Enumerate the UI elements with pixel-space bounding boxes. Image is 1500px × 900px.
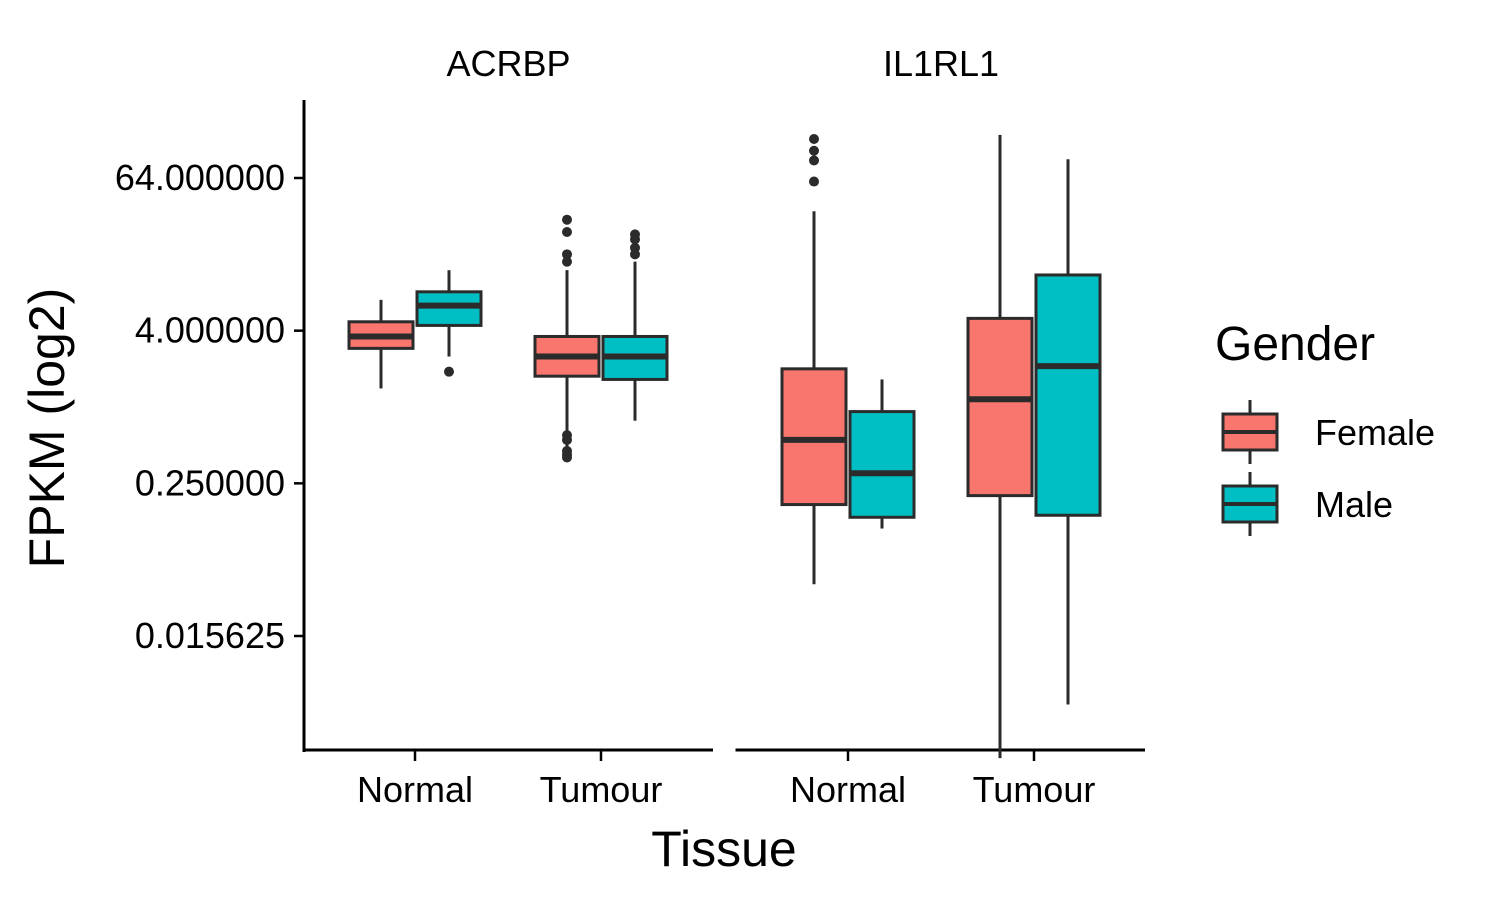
box-body	[848, 410, 916, 519]
box-acrbp-normal-female	[347, 299, 415, 389]
legend: Gender Female Male	[1215, 318, 1435, 536]
facet-panel: IL1RL1 Normal Tumour	[735, 43, 1145, 810]
outlier-point	[809, 176, 819, 187]
box-il1rl1-normal-male	[848, 379, 916, 529]
outlier-point	[809, 133, 819, 144]
box-acrbp-tumour-male	[601, 229, 669, 421]
outlier-point	[809, 155, 819, 166]
outlier-point	[630, 229, 640, 240]
box-acrbp-normal-male	[415, 270, 483, 377]
box-body	[780, 367, 848, 507]
x-tick-label: Normal	[357, 769, 473, 810]
outlier-point	[562, 249, 572, 260]
box-il1rl1-normal-female	[780, 133, 848, 585]
box-il1rl1-tumour-male	[1034, 159, 1102, 705]
x-tick-label: Tumour	[540, 769, 663, 810]
outlier-point	[809, 145, 819, 156]
legend-item-female: Female	[1221, 400, 1435, 464]
facet-panel: ACRBP Normal Tumour	[302, 43, 713, 810]
legend-item-male: Male	[1221, 472, 1393, 536]
y-axis: 0.015625 0.250000 4.000000 64.000000	[115, 100, 306, 752]
legend-label: Female	[1315, 412, 1435, 453]
chart-panels: ACRBP Normal Tumour IL1RL1 Normal Tumour	[302, 43, 1145, 810]
facet-strip-label: IL1RL1	[883, 43, 999, 84]
legend-label: Male	[1315, 484, 1393, 525]
outlier-point	[562, 430, 572, 441]
y-tick-label: 64.000000	[115, 157, 285, 198]
y-tick-label: 4.000000	[135, 310, 285, 351]
x-tick-label: Tumour	[973, 769, 1096, 810]
y-tick-label: 0.250000	[135, 462, 285, 503]
x-axis-title: Tissue	[651, 821, 796, 877]
box-body	[966, 316, 1034, 498]
y-axis-title: FPKM (log2)	[19, 288, 75, 569]
box-body	[1034, 273, 1102, 517]
legend-title: Gender	[1215, 318, 1375, 371]
y-tick-label: 0.015625	[135, 615, 285, 656]
box-il1rl1-tumour-female	[966, 134, 1034, 759]
x-tick-label: Normal	[790, 769, 906, 810]
outlier-point	[562, 227, 572, 238]
box-acrbp-tumour-female	[533, 214, 601, 463]
outlier-point	[562, 256, 572, 267]
facet-strip-label: ACRBP	[446, 43, 570, 84]
outlier-point	[444, 366, 454, 377]
outlier-point	[630, 242, 640, 253]
outlier-point	[562, 214, 572, 225]
outlier-point	[562, 445, 572, 456]
